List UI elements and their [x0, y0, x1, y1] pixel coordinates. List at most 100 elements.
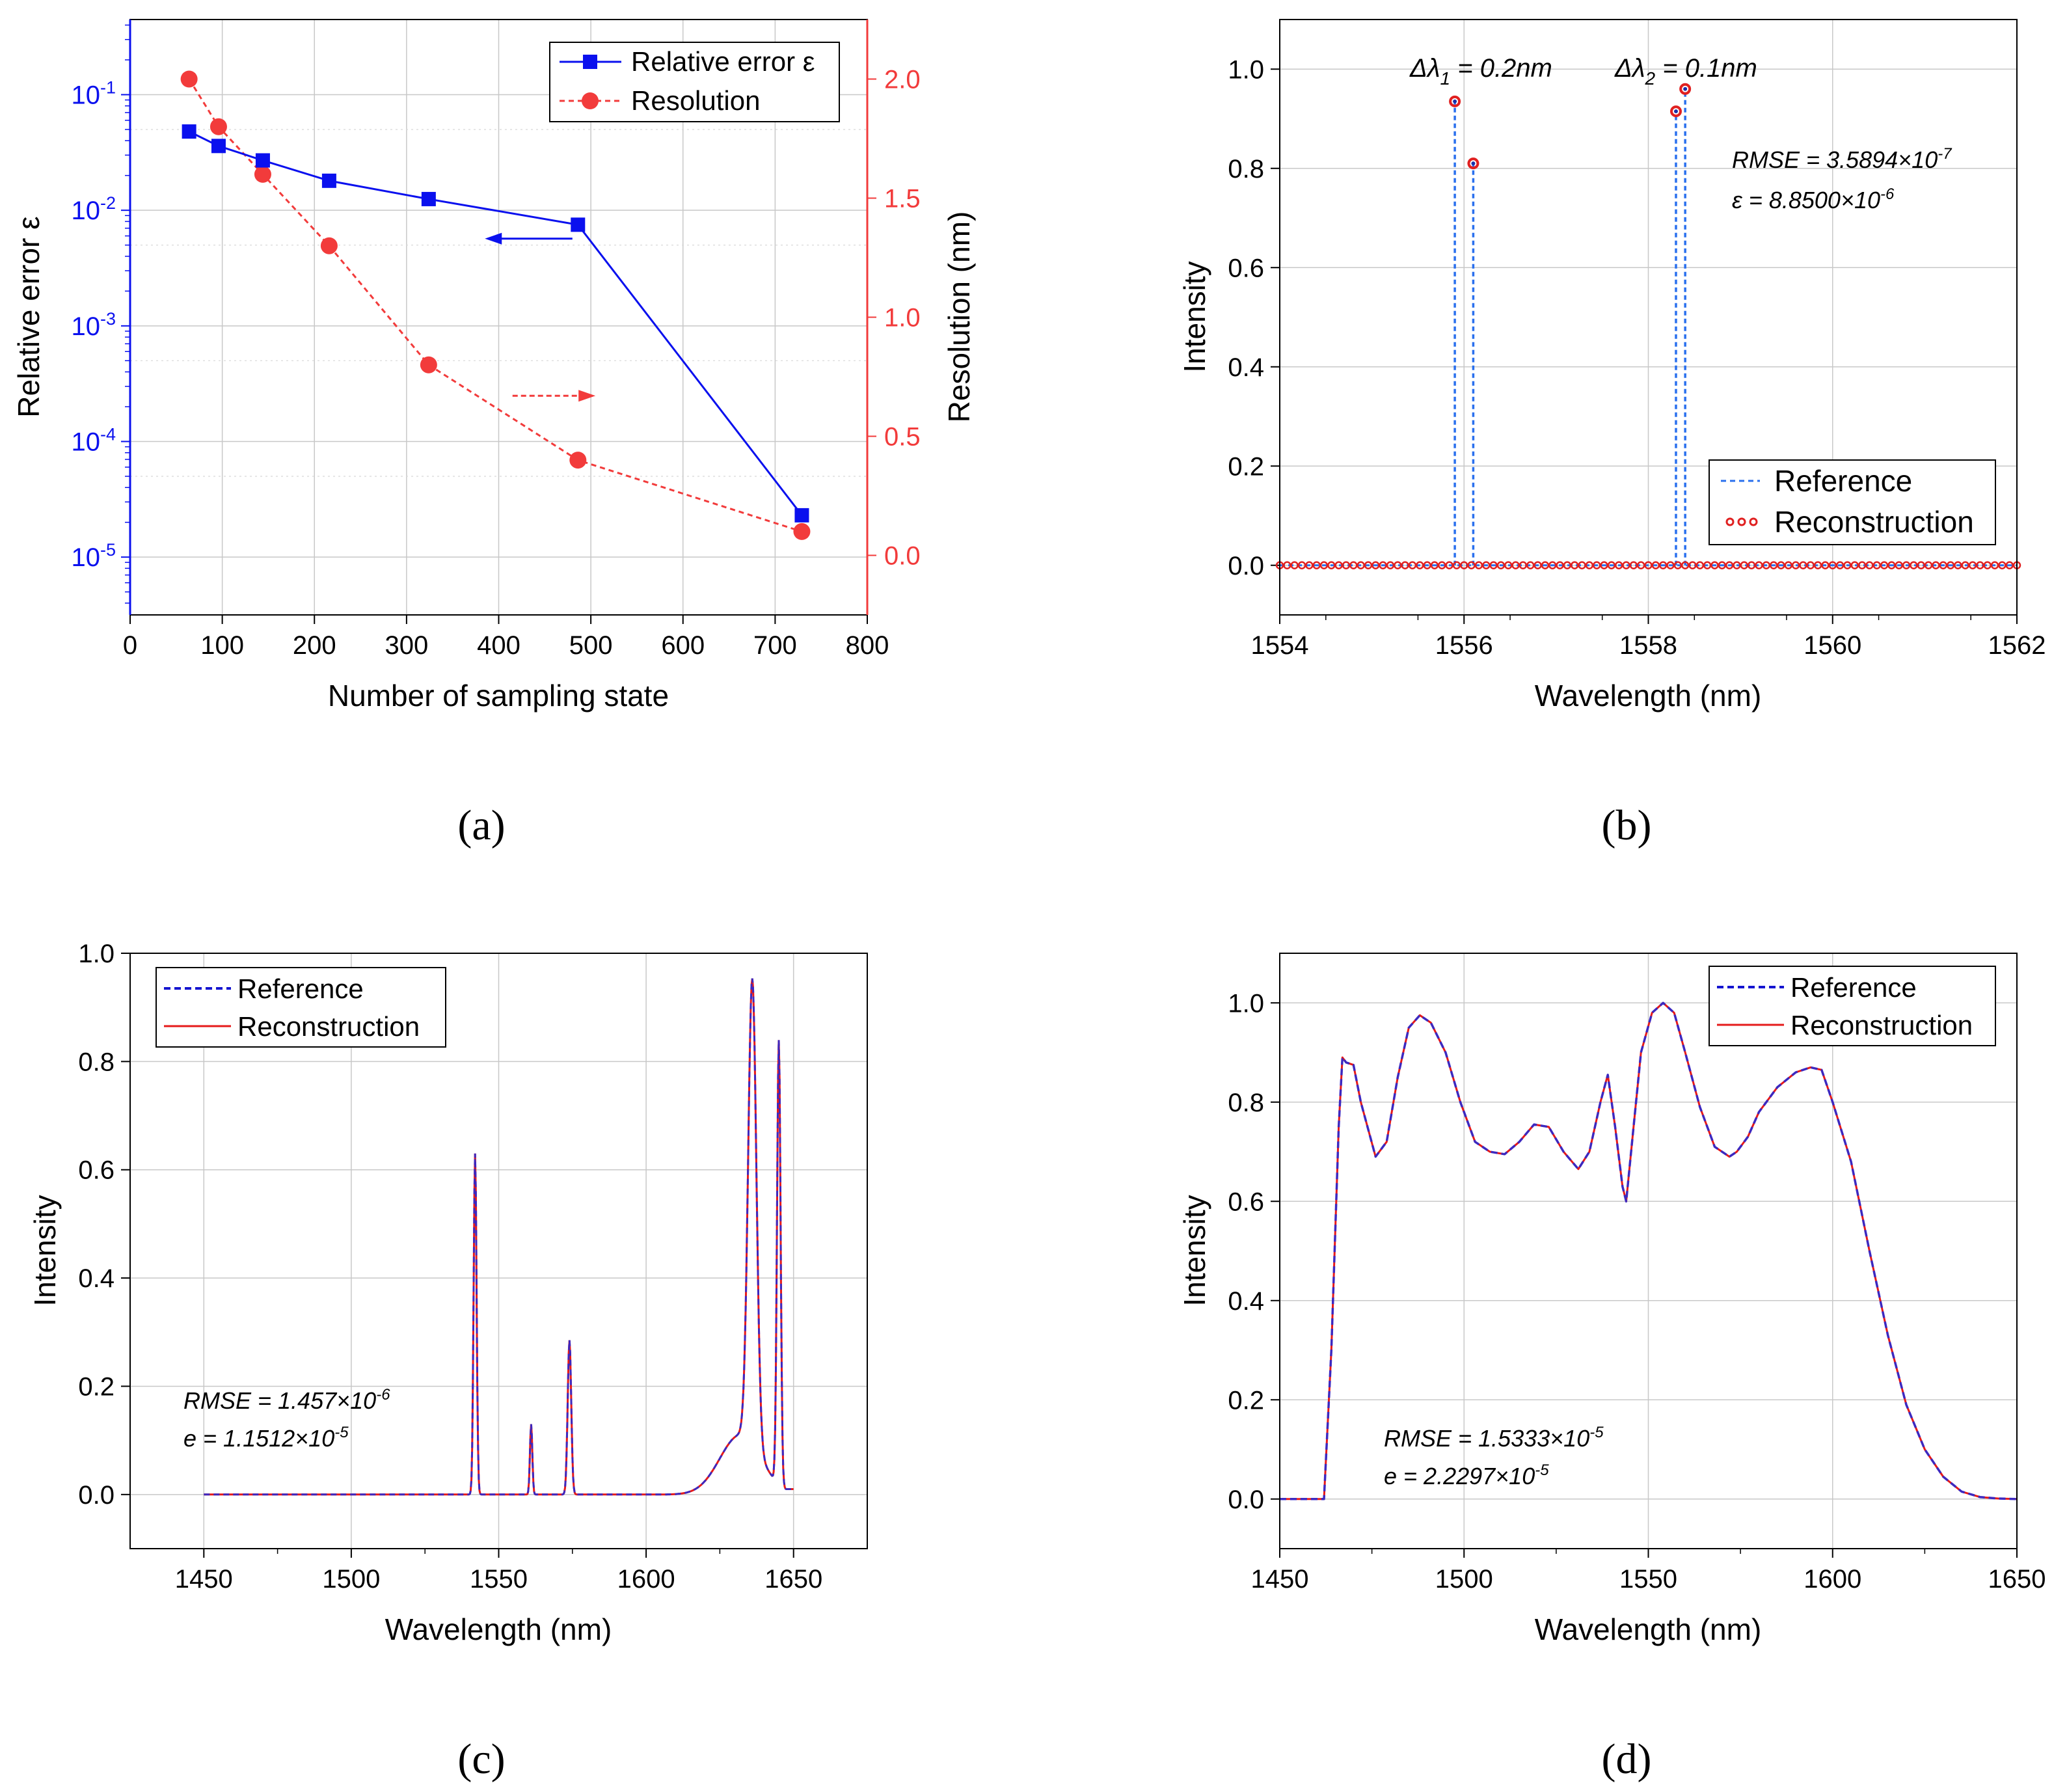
reconstruction-peak-center — [1471, 161, 1476, 166]
delta1-subscript: 1 — [1440, 68, 1451, 88]
reconstruction-point — [1460, 561, 1468, 569]
rmse-annotation: RMSE = 1.5333×10-5 — [1384, 1424, 1604, 1452]
legend-label-reference: Reference — [237, 973, 364, 1004]
reconstruction-point — [1813, 561, 1822, 569]
data-point-error — [571, 217, 586, 232]
reconstruction-point — [1740, 561, 1749, 569]
legend-label-reconstruction: Reconstruction — [1774, 505, 1974, 539]
reconstruction-point — [1835, 561, 1844, 569]
series-layer — [180, 70, 811, 540]
y-tick-label: 10-5 — [71, 540, 116, 572]
chart-a: 0 100 200 300 400 500 600 700 800 10-5 10-4 10-3 10-… — [12, 19, 976, 713]
delta1-symbol: Δλ — [1409, 54, 1440, 83]
reconstruction-point — [1489, 561, 1498, 569]
y-tick-label: 0.4 — [1228, 1287, 1264, 1316]
series-layer — [204, 978, 794, 1496]
x-tick-label: 700 — [753, 631, 797, 660]
axis-ticks: 0 100 200 300 400 500 600 700 800 10-5 10-4 10-3 10-… — [71, 24, 921, 660]
legend-label-resolution: Resolution — [631, 85, 760, 116]
y-tick-label: 0.6 — [1228, 254, 1264, 282]
x-tick-label: 1500 — [1435, 1565, 1493, 1594]
panel-label-d: (d) — [1602, 1735, 1652, 1783]
e-text: e = 2.2297×10 — [1384, 1463, 1535, 1489]
rmse-text: RMSE = 3.5894×10 — [1732, 146, 1938, 173]
reconstruction-point — [1895, 561, 1903, 569]
data-point-resolution — [254, 165, 271, 183]
axis-ticks: 1450 1500 1550 1600 1650 0.0 0.2 0.4 0.6 0.8 1.0 — [78, 940, 822, 1594]
rmse-exponent: -7 — [1938, 145, 1952, 163]
reconstruction-point — [1364, 561, 1373, 569]
reconstruction-point — [1430, 561, 1439, 569]
reconstruction-peak — [1467, 157, 1479, 170]
x-tick-label: 1600 — [1804, 1565, 1861, 1594]
reconstruction-point — [1614, 561, 1623, 569]
y-tick-label: 0.6 — [78, 1156, 115, 1185]
series-line-reference — [204, 978, 794, 1496]
legend-label-reference: Reference — [1774, 464, 1912, 498]
reconstruction-point — [1556, 561, 1564, 569]
x-axis-label: Wavelength (nm) — [1535, 679, 1762, 713]
plot-frame — [129, 953, 868, 1549]
delta2-symbol: Δλ — [1614, 54, 1645, 83]
data-point-error — [255, 153, 270, 168]
reconstruction-point — [1887, 561, 1896, 569]
reconstruction-point — [1865, 561, 1874, 569]
reconstruction-point — [1769, 561, 1778, 569]
reconstruction-point — [1467, 561, 1476, 569]
legend: Reference Reconstruction — [155, 967, 446, 1048]
reconstruction-point — [1828, 561, 1837, 569]
y-tick-label: 0.2 — [78, 1372, 115, 1401]
y-tick-label: 10-2 — [71, 193, 116, 225]
reconstruction-point — [1533, 561, 1542, 569]
annotation-delta1: Δλ1 = 0.2nm — [1409, 54, 1552, 88]
y-axis-label: Intensity — [28, 1195, 62, 1306]
reconstruction-point — [1349, 561, 1358, 569]
y-tick-label: 0.2 — [1228, 1386, 1264, 1415]
reconstruction-point — [1673, 561, 1682, 569]
reconstruction-point — [1416, 561, 1424, 569]
panel-label-b: (b) — [1602, 802, 1652, 849]
reconstruction-point — [1592, 561, 1601, 569]
reconstruction-point — [1990, 561, 1999, 569]
reconstruction-point — [1504, 561, 1513, 569]
reconstruction-point — [1821, 561, 1830, 569]
reconstruction-point — [1784, 561, 1793, 569]
rmse-text: RMSE = 1.457×10 — [183, 1387, 376, 1414]
data-point-resolution — [209, 118, 227, 135]
reconstruction-point — [1636, 561, 1645, 569]
reconstruction-point — [1305, 561, 1314, 569]
data-point-error — [794, 508, 809, 523]
data-point-error — [182, 124, 196, 139]
reconstruction-point — [1725, 561, 1734, 569]
series-layer — [1280, 1001, 2018, 1500]
reconstruction-point — [1902, 561, 1911, 569]
reconstruction-point — [1519, 561, 1528, 569]
reconstruction-point — [1578, 561, 1586, 569]
series-layer — [1275, 83, 2021, 569]
legend-box — [155, 967, 446, 1048]
reconstruction-point — [1976, 561, 1984, 569]
y-right-tick-label: 0.5 — [884, 423, 921, 452]
x-tick-label: 1500 — [322, 1565, 380, 1594]
reconstruction-peak-center — [1673, 109, 1678, 114]
data-point-resolution — [420, 356, 437, 373]
reconstruction-point — [1334, 561, 1343, 569]
reconstruction-point — [1998, 561, 2006, 569]
reconstruction-point — [1688, 561, 1697, 569]
y-right-tick-label: 0.0 — [884, 542, 921, 571]
reconstruction-point — [1394, 561, 1402, 569]
y-axis-label-right: Resolution (nm) — [942, 211, 976, 423]
chart-b: 1554 1556 1558 1560 1562 0.0 0.2 0.4 0.6 0.8 1.0 Δ… — [1178, 19, 2046, 713]
reconstruction-point — [1799, 561, 1807, 569]
reconstruction-point — [1312, 561, 1321, 569]
plot-frame — [1279, 953, 2018, 1549]
reconstruction-point — [1600, 561, 1608, 569]
panel-label-c: (c) — [457, 1735, 505, 1783]
x-tick-label: 1562 — [1988, 631, 2046, 660]
e-annotation: e = 2.2297×10-5 — [1384, 1461, 1549, 1489]
legend: Reference Reconstruction — [1709, 966, 1996, 1046]
reconstruction-point — [1445, 561, 1453, 569]
epsilon-text: ε = 8.8500×10 — [1732, 187, 1880, 213]
reconstruction-point — [1651, 561, 1660, 569]
